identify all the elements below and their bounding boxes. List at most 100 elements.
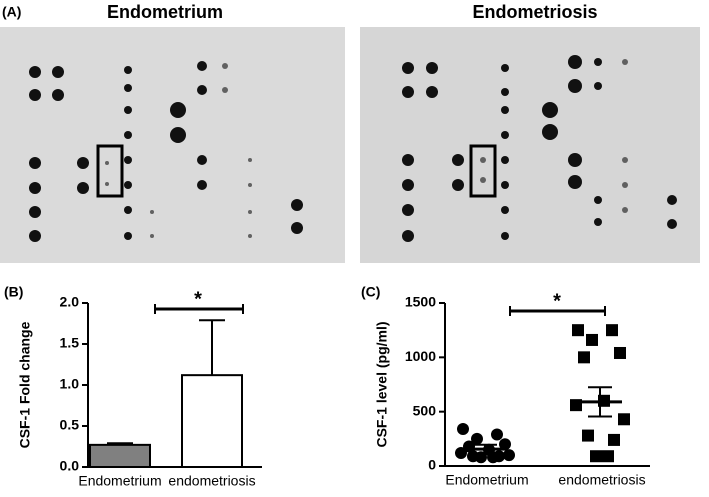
x-tick-label: Endometrium (445, 472, 528, 488)
y-axis-label: CSF-1 level (pg/ml) (374, 321, 390, 447)
blot-dot (248, 210, 252, 214)
data-point (491, 428, 503, 441)
blot-dot (501, 64, 509, 72)
panel-label: (C) (361, 284, 380, 300)
y-tick-label: 1.5 (60, 335, 80, 351)
blot-dot (124, 206, 132, 214)
blot-dot (29, 182, 41, 194)
blot-dot (501, 88, 509, 96)
blot-dot (124, 106, 132, 114)
blot-dot (29, 230, 41, 242)
data-point (582, 429, 594, 442)
blot-dot (667, 195, 677, 205)
x-tick-label: Endometrium (78, 473, 161, 489)
data-point (608, 433, 620, 446)
blot-dot (124, 131, 132, 139)
data-point (586, 333, 598, 346)
y-tick-label: 0.0 (60, 458, 80, 474)
data-point (606, 324, 618, 337)
blot-dot (77, 157, 89, 169)
blot-dot (291, 222, 303, 234)
blot-dot (124, 84, 132, 92)
blot-dot (150, 210, 154, 214)
blot-dot (622, 207, 628, 213)
blot-dot (29, 66, 41, 78)
panel-label: (A) (2, 4, 21, 20)
blot-dot (170, 102, 186, 118)
blot-dot (248, 158, 252, 162)
bar (89, 443, 151, 468)
panel-label: (B) (4, 284, 23, 300)
blot-dot (105, 182, 109, 186)
y-tick-label: 0 (428, 457, 436, 473)
data-point (618, 413, 630, 426)
blot-dot (594, 58, 602, 66)
blot-dot (667, 219, 677, 229)
blot-dot (52, 89, 64, 101)
data-point (572, 324, 584, 337)
significance-star: * (553, 290, 561, 312)
data-point (578, 351, 590, 364)
blot-dot (542, 102, 558, 118)
blot-dot (426, 86, 438, 98)
blot-dot (568, 79, 582, 93)
y-tick-label: 2.0 (60, 294, 80, 310)
blot-dot (402, 86, 414, 98)
blot-title: Endometriosis (472, 2, 597, 22)
blot-dot (402, 179, 414, 191)
blot-dot (124, 156, 132, 164)
blot-dot (29, 89, 41, 101)
blot-dot (568, 55, 582, 69)
blot-dot (197, 180, 207, 190)
blot-dot (426, 62, 438, 74)
data-point (602, 450, 614, 463)
blot-dot (248, 234, 252, 238)
blot-dot (480, 157, 486, 163)
blot-dot (197, 85, 207, 95)
blot-dot (622, 182, 628, 188)
blot-dot (29, 157, 41, 169)
blot-dot (197, 61, 207, 71)
blot-dot (222, 63, 228, 69)
y-axis-label: CSF-1 Fold change (17, 321, 33, 448)
blot-dot (501, 106, 509, 114)
blot-dot (542, 124, 558, 140)
blot-dot (594, 196, 602, 204)
blot-dot (402, 230, 414, 242)
blot-dot (568, 175, 582, 189)
blot-dot (452, 179, 464, 191)
blot-dot (501, 131, 509, 139)
y-tick-label: 1.0 (60, 376, 80, 392)
blot-dots (29, 55, 677, 242)
blot-dot (52, 66, 64, 78)
y-tick-label: 1500 (405, 294, 436, 310)
y-tick-label: 0.5 (60, 417, 80, 433)
highlight-box (469, 144, 497, 198)
x-tick-label: endometriosis (168, 473, 255, 489)
blot-dot (622, 59, 628, 65)
blot-dot (480, 177, 486, 183)
bar (181, 374, 243, 468)
blot-dot (402, 62, 414, 74)
blot-dot (105, 161, 109, 165)
x-tick-label: endometriosis (558, 472, 645, 488)
data-point (471, 432, 483, 445)
blot-dot (248, 183, 252, 187)
blot-dot (197, 155, 207, 165)
highlight-box (96, 144, 124, 198)
data-point (503, 449, 515, 462)
blot-dot (150, 234, 154, 238)
blot-dot (222, 87, 228, 93)
blot-title: Endometrium (107, 2, 223, 22)
blot-dot (501, 206, 509, 214)
blot-dot (402, 204, 414, 216)
blot-dot (594, 82, 602, 90)
y-tick-label: 500 (413, 402, 437, 418)
blot-dot (29, 206, 41, 218)
blot-dot (124, 232, 132, 240)
blot-dot (124, 66, 132, 74)
blot-dot (501, 156, 509, 164)
data-point (499, 438, 511, 451)
blot-dot (170, 127, 186, 143)
